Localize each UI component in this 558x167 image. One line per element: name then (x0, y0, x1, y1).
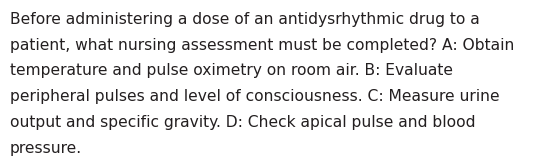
Text: Before administering a dose of an antidysrhythmic drug to a: Before administering a dose of an antidy… (10, 12, 480, 27)
Text: output and specific gravity. D: Check apical pulse and blood: output and specific gravity. D: Check ap… (10, 115, 475, 130)
Text: patient, what nursing assessment must be completed? A: Obtain: patient, what nursing assessment must be… (10, 38, 514, 53)
Text: temperature and pulse oximetry on room air. B: Evaluate: temperature and pulse oximetry on room a… (10, 63, 453, 78)
Text: peripheral pulses and level of consciousness. C: Measure urine: peripheral pulses and level of conscious… (10, 89, 499, 104)
Text: pressure.: pressure. (10, 141, 82, 156)
